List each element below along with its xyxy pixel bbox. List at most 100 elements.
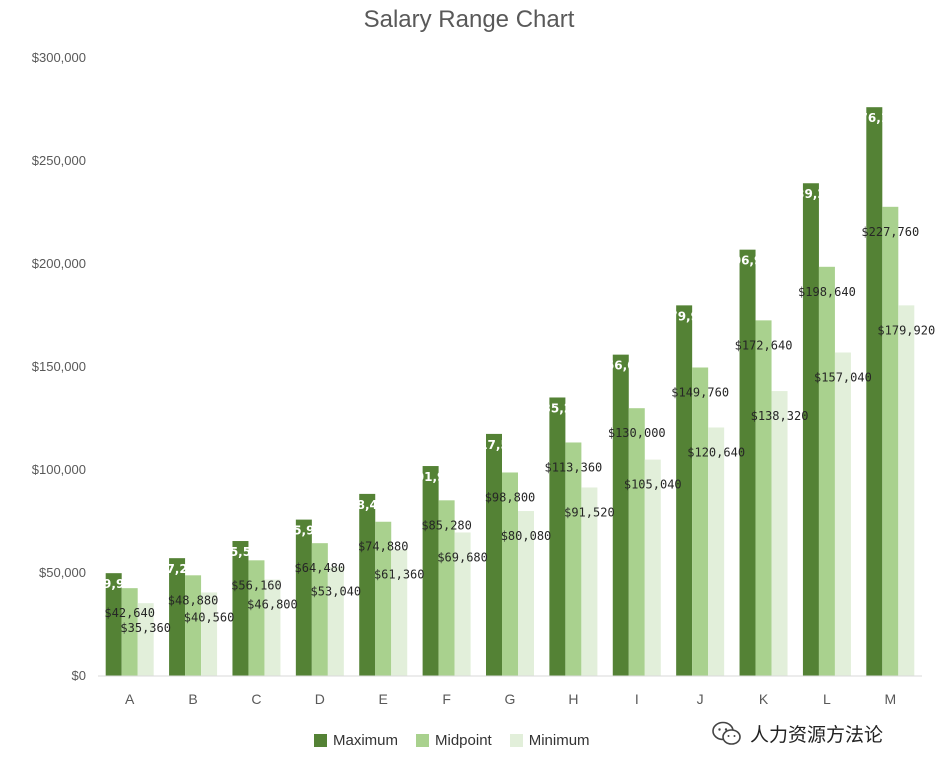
legend-swatch-maximum: [314, 734, 327, 747]
bar-midpoint: [628, 408, 645, 676]
x-tick-label: G: [505, 691, 516, 707]
data-label-minimum: $46,800: [247, 598, 298, 612]
x-tick-label: K: [759, 691, 769, 707]
data-label-midpoint: $85,280: [421, 518, 472, 532]
bar-maximum: [169, 558, 186, 676]
bar-maximum: [802, 183, 819, 677]
legend-item-maximum[interactable]: Maximum: [314, 732, 398, 749]
data-label-midpoint: $42,640: [104, 606, 155, 620]
bar-minimum: [264, 579, 281, 676]
data-label-midpoint: $149,760: [671, 385, 729, 399]
data-label-minimum: $35,360: [120, 621, 171, 635]
data-label-maximum: 06,9: [733, 254, 763, 268]
data-label-maximum: 01,9: [416, 470, 446, 484]
legend-swatch-midpoint: [416, 734, 430, 747]
bar-maximum: [295, 519, 312, 676]
x-tick-label: F: [442, 691, 451, 707]
data-label-midpoint: $74,880: [358, 540, 409, 554]
data-label-maximum: 56,0: [606, 359, 636, 373]
x-tick-label: A: [125, 691, 135, 707]
data-label-midpoint: $227,760: [861, 225, 919, 239]
data-label-maximum: 8,4: [357, 498, 378, 512]
bar-midpoint: [565, 442, 582, 676]
data-label-maximum: 39,2: [796, 187, 826, 201]
bar-maximum: [486, 433, 502, 676]
x-tick-label: E: [379, 691, 388, 707]
bar-minimum: [581, 487, 598, 676]
data-label-midpoint: $130,000: [608, 426, 666, 440]
x-tick-label: C: [251, 691, 261, 707]
data-label-midpoint: $56,160: [231, 578, 282, 592]
bar-maximum: [105, 573, 122, 676]
x-tick-label: J: [697, 691, 704, 707]
bar-minimum: [327, 566, 344, 676]
bar-minimum: [898, 305, 915, 676]
bar-minimum: [518, 511, 534, 676]
bar-maximum: [422, 466, 439, 676]
x-axis: A B C D E F G H I J K L M: [125, 691, 896, 707]
data-label-minimum: $40,560: [184, 610, 235, 624]
data-label-midpoint: $48,880: [168, 593, 219, 607]
x-tick-label: D: [315, 691, 325, 707]
x-tick-label: I: [635, 691, 639, 707]
data-label-minimum: $105,040: [624, 478, 682, 492]
data-label-maximum: 9,9: [103, 577, 124, 591]
bar-midpoint: [818, 266, 835, 676]
y-tick-label: $300,000: [32, 50, 86, 65]
bar-midpoint: [692, 367, 709, 676]
legend-label-maximum: Maximum: [333, 732, 399, 749]
y-tick-label: $150,000: [32, 359, 86, 374]
data-label-minimum: $61,360: [374, 568, 425, 582]
bar-minimum: [391, 549, 408, 676]
legend-label-minimum: Minimum: [528, 732, 590, 749]
data-label-maximum: 7,2: [166, 562, 187, 576]
bar-maximum: [612, 354, 629, 676]
data-label-group: 9,9 $42,640$35,360 7,2 $48,880 $40,560 5,5 $56…: [103, 111, 935, 635]
x-tick-label: M: [884, 691, 896, 707]
bar-minimum: [834, 352, 851, 676]
legend: Maximum Midpoint Minimum: [314, 732, 608, 749]
bar-maximum: [866, 107, 883, 676]
data-label-minimum: $80,080: [501, 529, 552, 543]
x-tick-label: B: [188, 691, 197, 707]
bar-midpoint: [755, 320, 772, 676]
data-label-minimum: $157,040: [814, 370, 872, 384]
wechat-icon: [712, 721, 741, 745]
bar-maximum: [739, 249, 756, 676]
y-tick-label: $50,000: [39, 565, 86, 580]
y-tick-label: $100,000: [32, 462, 86, 477]
chart-title: Salary Range Chart: [363, 6, 575, 33]
data-label-maximum: 79,9: [669, 309, 699, 323]
data-label-minimum: $120,640: [687, 445, 745, 459]
bar-group: [105, 107, 915, 677]
x-tick-label: H: [568, 691, 578, 707]
y-tick-label: $0: [72, 668, 86, 683]
bar-midpoint: [502, 472, 518, 676]
bar-midpoint: [438, 500, 455, 676]
x-tick-label: L: [823, 691, 831, 707]
data-label-midpoint: $198,640: [798, 285, 856, 299]
data-label-minimum: $179,920: [877, 323, 935, 337]
bar-midpoint: [375, 521, 392, 676]
bar-maximum: [232, 541, 249, 676]
y-tick-label: $250,000: [32, 153, 86, 168]
legend-label-midpoint: Midpoint: [435, 732, 492, 749]
legend-item-minimum[interactable]: Minimum: [509, 732, 590, 749]
data-label-midpoint: $113,360: [544, 460, 602, 474]
legend-item-midpoint[interactable]: Midpoint: [416, 732, 492, 749]
bar-midpoint: [121, 588, 138, 676]
bar-maximum: [549, 397, 566, 676]
bar-midpoint: [248, 560, 265, 676]
y-axis: $0 $50,000 $100,000 $150,000 $200,000 $250,00…: [32, 50, 86, 683]
bar-midpoint: [882, 206, 899, 677]
bar-minimum: [454, 532, 471, 676]
data-label-maximum: 5,5: [230, 545, 251, 559]
data-label-midpoint: $98,800: [485, 490, 536, 504]
data-label-maximum: 76,1: [860, 111, 890, 125]
data-label-minimum: $69,680: [437, 550, 488, 564]
bar-maximum: [359, 493, 376, 676]
watermark: 人力资源方法论: [712, 720, 883, 747]
bar-minimum: [137, 603, 154, 676]
data-label-midpoint: $172,640: [735, 338, 793, 352]
